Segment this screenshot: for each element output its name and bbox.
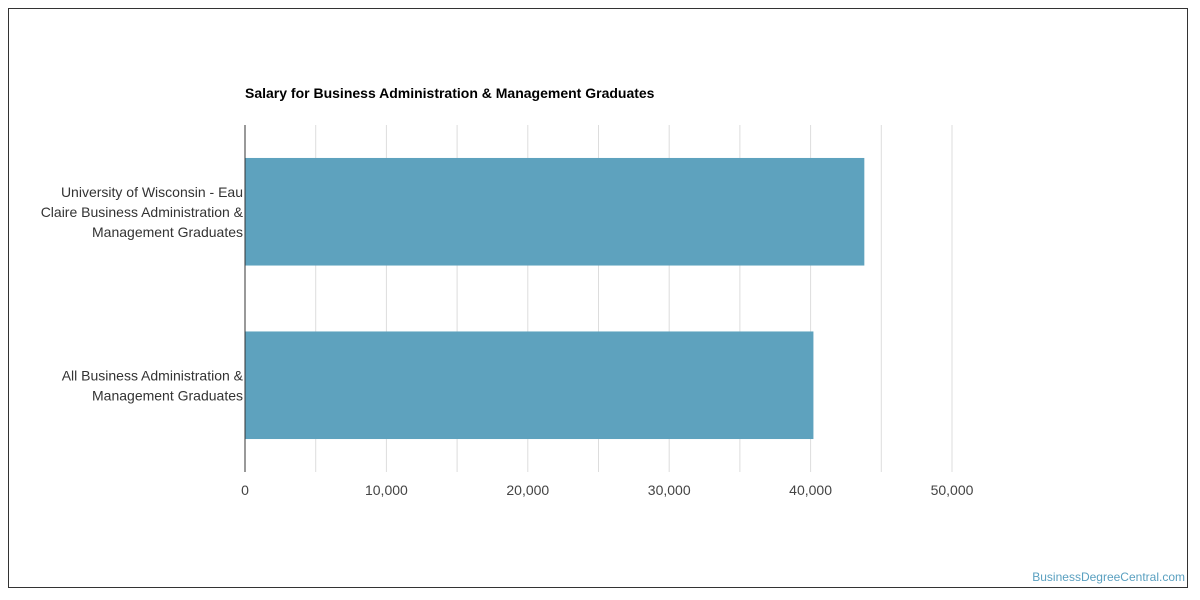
category-label: All Business Administration & Management … xyxy=(62,367,244,403)
x-tick-label: 20,000 xyxy=(506,482,549,498)
x-tick-label: 10,000 xyxy=(365,482,408,498)
bar xyxy=(245,157,865,266)
bar xyxy=(245,331,814,440)
x-tick-label: 30,000 xyxy=(648,482,691,498)
x-tick-label: 40,000 xyxy=(789,482,832,498)
watermark: BusinessDegreeCentral.com xyxy=(1032,570,1185,584)
x-tick-label: 50,000 xyxy=(931,482,974,498)
chart-frame xyxy=(8,8,1188,588)
chart-title: Salary for Business Administration & Man… xyxy=(245,85,655,101)
x-tick-label: 0 xyxy=(241,482,249,498)
category-label: University of Wisconsin - Eau Claire Busi… xyxy=(41,184,244,240)
